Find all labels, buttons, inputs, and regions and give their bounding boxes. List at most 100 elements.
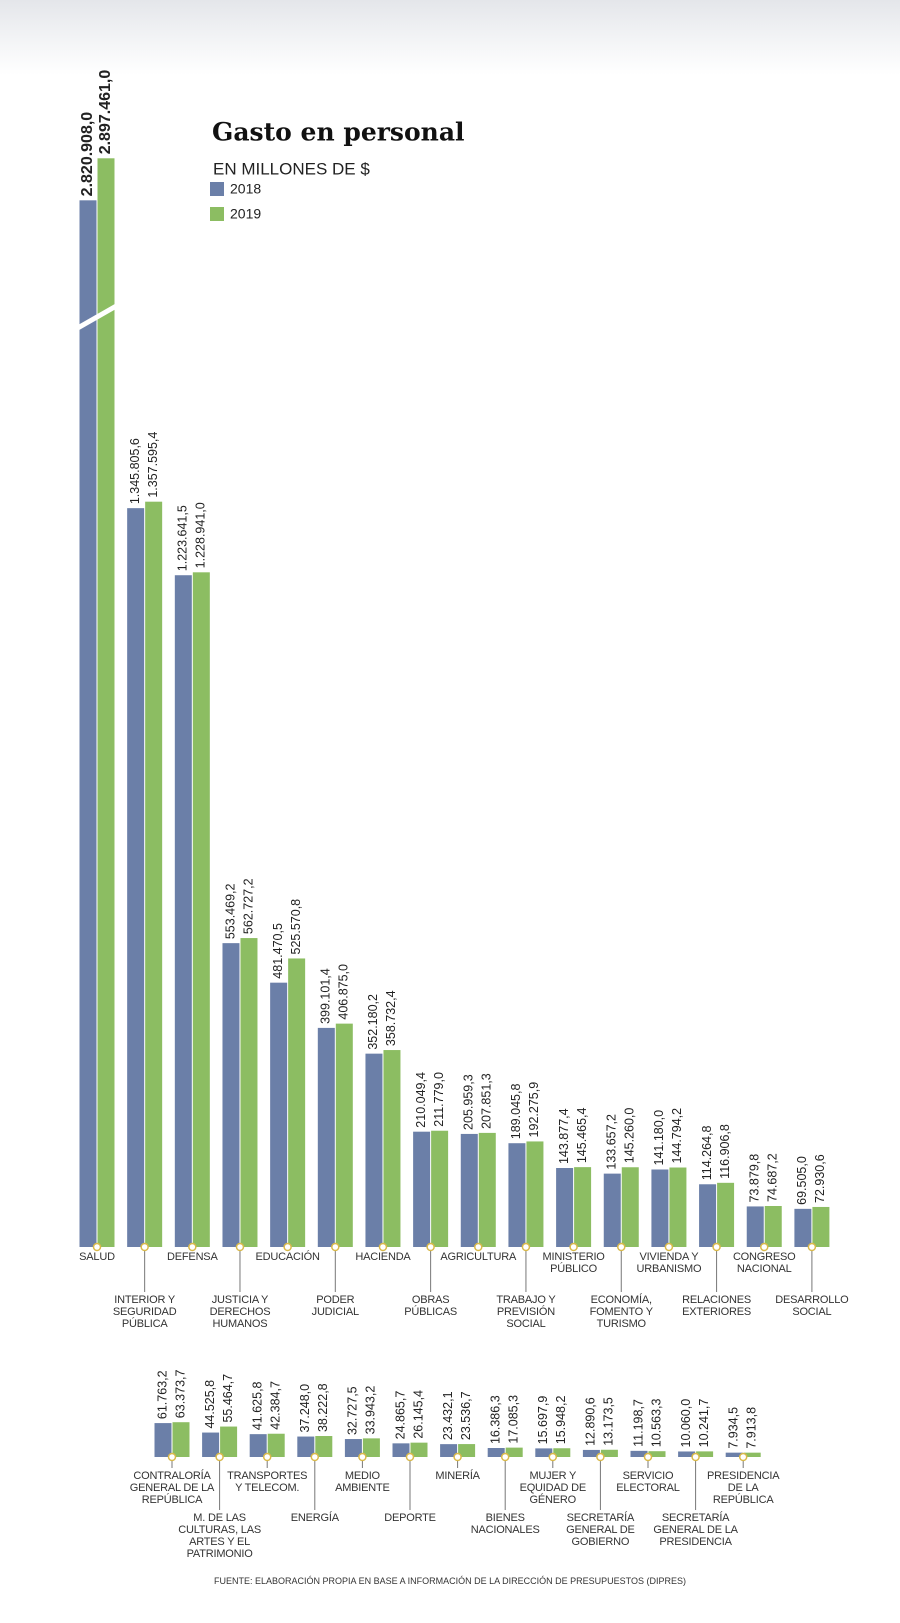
bar [794, 1208, 812, 1247]
value-label: 211.779,0 [432, 1072, 446, 1127]
baseline-marker [807, 1242, 817, 1252]
bar [315, 1436, 333, 1457]
category-label: DESARROLLO SOCIAL [775, 1294, 849, 1318]
category-label: SECRETARÍA GENERAL DE GOBIERNO [566, 1512, 635, 1548]
bar [478, 1132, 496, 1247]
bar [240, 938, 258, 1247]
baseline-marker [167, 1452, 177, 1462]
value-label: 189.045,8 [509, 1084, 523, 1140]
bar [335, 1023, 353, 1247]
category-label: TRABAJO Y PREVISIÓN SOCIAL [496, 1294, 556, 1330]
bar [297, 1436, 315, 1457]
bar [79, 200, 97, 1247]
bar [717, 1182, 735, 1247]
value-label: 210.049,4 [414, 1072, 428, 1128]
bar [648, 1451, 666, 1457]
category-label: CONGRESO NACIONAL [732, 1251, 796, 1275]
baseline-marker [358, 1452, 367, 1462]
value-label: 143.877,4 [557, 1108, 571, 1164]
bar [202, 1432, 220, 1457]
value-label: 1.345.805,6 [128, 438, 142, 504]
baseline-marker [712, 1242, 721, 1252]
value-label: 26.145,4 [411, 1390, 425, 1439]
value-label: 145.260,0 [623, 1108, 637, 1164]
value-label: 114.264,8 [700, 1126, 714, 1181]
bar [365, 1053, 383, 1247]
bar [383, 1050, 401, 1247]
legend-label: 2018 [230, 181, 261, 197]
category-label: INTERIOR Y SEGURIDAD PÚBLICA [112, 1294, 177, 1330]
category-label: JUSTICIA Y DERECHOS HUMANOS [209, 1294, 271, 1330]
bar [410, 1442, 428, 1457]
bar [413, 1131, 431, 1247]
source-note: FUENTE: ELABORACIÓN PROPIA EN BASE A INF… [214, 1576, 686, 1586]
category-label: EDUCACIÓN [255, 1251, 320, 1263]
bar [651, 1169, 669, 1247]
value-label: 2.897.461,0 [97, 70, 114, 155]
value-label: 63.373,7 [173, 1370, 187, 1419]
bar [288, 958, 306, 1247]
baseline-marker [664, 1242, 674, 1252]
value-label: 69.505,0 [795, 1156, 809, 1205]
bar [127, 508, 145, 1248]
category-label: SALUD [79, 1251, 115, 1263]
baseline-marker [738, 1452, 748, 1462]
value-label: 10.563,3 [649, 1398, 663, 1447]
value-label: 16.386,3 [488, 1395, 502, 1444]
category-label: ECONOMÍA, FOMENTO Y TURISMO [589, 1294, 653, 1330]
bar [174, 575, 192, 1247]
category-label: PRESIDENCIA DE LA REPÚBLICA [707, 1470, 780, 1506]
baseline-marker [310, 1452, 320, 1462]
bar [526, 1141, 544, 1247]
baseline-marker [500, 1452, 510, 1462]
value-label: 7.913,8 [744, 1407, 758, 1449]
bar [696, 1451, 714, 1457]
baseline-marker [405, 1452, 415, 1462]
category-label: MEDIO AMBIENTE [335, 1470, 390, 1494]
bar [222, 943, 240, 1247]
value-label: 205.959,3 [462, 1074, 476, 1130]
value-label: 24.865,7 [393, 1391, 407, 1440]
value-label: 133.657,2 [605, 1114, 619, 1170]
baseline-marker [426, 1242, 435, 1252]
value-label: 15.697,9 [536, 1396, 550, 1445]
value-label: 562.727,2 [241, 878, 255, 934]
value-label: 37.248,0 [298, 1384, 312, 1433]
bar [220, 1426, 238, 1457]
baseline-marker [378, 1242, 388, 1252]
value-label: 144.794,2 [670, 1108, 684, 1164]
value-label: 553.469,2 [223, 883, 237, 939]
value-label: 481.470,5 [271, 923, 285, 979]
value-label: 1.357.595,4 [146, 432, 160, 498]
baseline-marker [691, 1452, 700, 1462]
value-label: 192.275,9 [527, 1082, 541, 1138]
value-label: 10.060,0 [679, 1399, 693, 1448]
bar [743, 1452, 761, 1457]
category-label: BIENES NACIONALES [470, 1512, 540, 1536]
value-label: 38.222,8 [316, 1383, 330, 1432]
category-label: HACIENDA [355, 1251, 411, 1263]
bar [574, 1167, 592, 1247]
category-label: PODER JUDICIAL [311, 1294, 360, 1318]
bar [317, 1027, 335, 1247]
bar [145, 501, 163, 1247]
chart-title: Gasto en personal [212, 118, 465, 147]
value-label: 72.930,6 [813, 1154, 827, 1203]
category-label: MUJER Y EQUIDAD DE GÉNERO [519, 1470, 587, 1506]
value-label: 13.173,5 [602, 1397, 616, 1446]
category-label: SECRETARÍA GENERAL DE LA PRESIDENCIA [653, 1512, 738, 1548]
bar [431, 1130, 449, 1247]
baseline-marker [283, 1242, 292, 1252]
bar [172, 1422, 190, 1457]
category-label: MINISTERIO PÚBLICO [542, 1251, 605, 1275]
bar [725, 1452, 743, 1457]
category-label: RELACIONES EXTERIORES [682, 1294, 752, 1318]
category-label: OBRAS PÚBLICAS [404, 1294, 458, 1318]
baseline-marker [474, 1242, 483, 1252]
value-label: 23.432,1 [441, 1391, 455, 1440]
value-label: 61.763,2 [155, 1370, 169, 1419]
axis-break [74, 302, 120, 332]
value-label: 44.525,8 [203, 1380, 217, 1429]
category-label: DEPORTE [384, 1512, 436, 1524]
